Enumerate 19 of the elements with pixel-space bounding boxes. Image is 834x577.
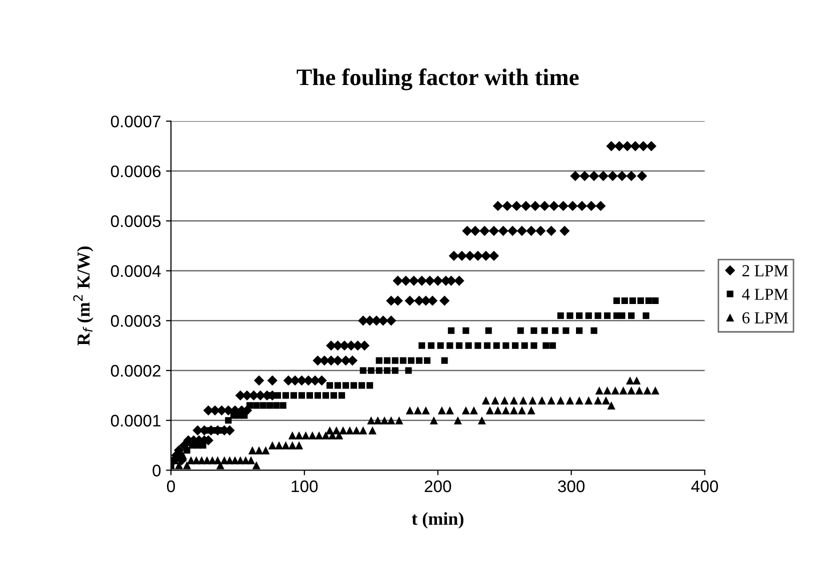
y-tick-label: 0.0006 bbox=[110, 165, 161, 178]
chart-title: The fouling factor with time bbox=[296, 68, 579, 90]
x-tick-label: 0 bbox=[166, 480, 175, 492]
y-tick-label: 0.0005 bbox=[110, 215, 161, 228]
y-tick-label: 0.0001 bbox=[110, 414, 160, 427]
y-tick-label: 0 bbox=[152, 464, 161, 476]
y-tick-label: 0.0004 bbox=[110, 265, 161, 277]
legend-label: 4 LPM bbox=[742, 288, 788, 300]
x-tick-label: 400 bbox=[691, 480, 718, 492]
x-tick-label: 100 bbox=[292, 480, 318, 492]
y-tick-label: 0.0003 bbox=[110, 315, 161, 327]
y-tick-label: 0.0002 bbox=[110, 364, 160, 377]
x-tick-label: 300 bbox=[558, 480, 585, 492]
x-axis-title: t (min) bbox=[412, 512, 464, 529]
y-tick-label: 0.0007 bbox=[110, 116, 160, 128]
legend-label: 2 LPM bbox=[742, 265, 788, 276]
y-axis-title: R$_{f}$ (m$^{2}$ K/W) bbox=[73, 246, 94, 346]
x-tick-label: 200 bbox=[424, 480, 452, 492]
legend-label: 6 LPM bbox=[742, 312, 788, 324]
